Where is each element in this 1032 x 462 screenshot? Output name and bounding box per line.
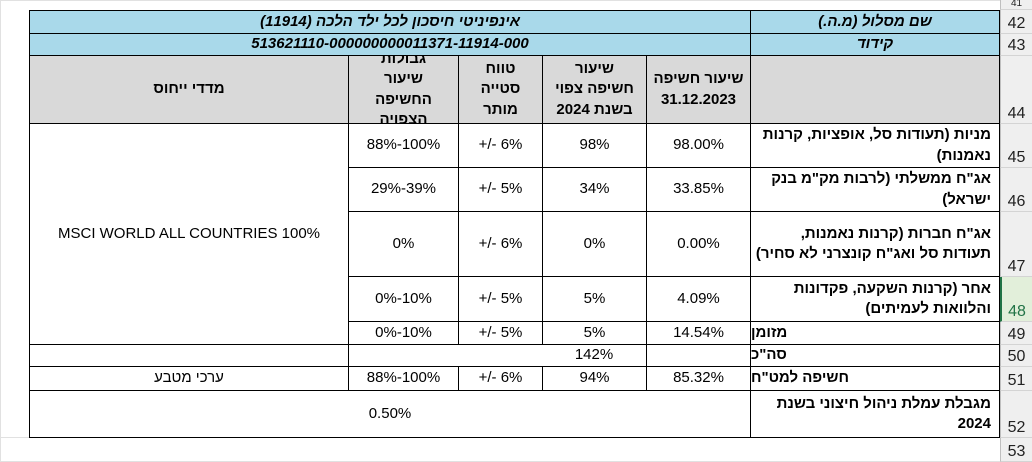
fx-expected-cell[interactable]: 94% [542,367,646,391]
fee-value-cell[interactable]: 0.50% [29,391,750,438]
row-header-49[interactable]: 49 [1000,322,1032,345]
fx-deviation-cell[interactable]: +/- 6% [458,367,542,391]
header-label-blank[interactable] [750,56,1000,124]
header-benchmark[interactable]: מדדי ייחוס [29,56,348,124]
row-header-51[interactable]: 51 [1000,367,1032,391]
total-benchmark-cell[interactable] [29,345,348,367]
fx-label-cell[interactable]: חשיפה למט"ח [750,367,1000,391]
total-limits-cell[interactable] [348,345,458,367]
total-label-cell[interactable]: סה"כ [750,345,1000,367]
expected-cell[interactable]: 5% [542,277,646,322]
row-header-46[interactable]: 46 [1000,168,1032,212]
deviation-cell[interactable]: +/- 5% [458,322,542,345]
expected-cell[interactable]: 34% [542,168,646,212]
exposure-cell[interactable]: 98.00% [646,124,750,168]
limits-cell[interactable]: 0% [348,212,458,277]
exposure-cell[interactable]: 14.54% [646,322,750,345]
total-exposure-cell[interactable] [646,345,750,367]
row-header-41[interactable]: 41 [1000,0,1032,10]
row-label-cell[interactable]: מניות (תעודות סל, אופציות, קרנות נאמנות) [750,124,1000,168]
row-header-52[interactable]: 52 [1000,391,1032,438]
fx-exposure-cell[interactable]: 85.32% [646,367,750,391]
row-header-47[interactable]: 47 [1000,212,1032,277]
header-limits[interactable]: גבולות שיעור החשיפה הצפויה [348,56,458,124]
limits-cell[interactable]: 29%-39% [348,168,458,212]
exposure-cell[interactable]: 0.00% [646,212,750,277]
fx-limits-cell[interactable]: 88%-100% [348,367,458,391]
row-label-cell[interactable]: אג"ח ממשלתי (לרבות מק"מ בנק ישראל) [750,168,1000,212]
benchmark-main-cell[interactable]: MSCI WORLD ALL COUNTRIES 100% [29,124,348,345]
header-expected-2024[interactable]: שיעור חשיפה צפוי בשנת 2024 [542,56,646,124]
track-label-cell[interactable]: שם מסלול (מ.ה.) [750,10,1000,34]
row-header-53[interactable]: 53 [1000,438,1032,462]
deviation-cell[interactable]: +/- 5% [458,277,542,322]
exposure-cell[interactable]: 4.09% [646,277,750,322]
row-header-50[interactable]: 50 [1000,345,1032,367]
total-deviation-cell[interactable] [458,345,542,367]
code-value-cell[interactable]: 513621110-000000000011371-11914-000 [29,34,750,56]
code-label-cell[interactable]: קידוד [750,34,1000,56]
row-label-cell[interactable]: מזומן [750,322,1000,345]
total-expected-cell[interactable]: 142% [542,345,646,367]
row-header-45[interactable]: 45 [1000,124,1032,168]
deviation-cell[interactable]: +/- 5% [458,168,542,212]
track-value-cell[interactable]: אינפיניטי חיסכון לכל ילד הלכה (11914) [29,10,750,34]
fee-label-cell[interactable]: מגבלת עמלת ניהול חיצוני בשנת 2024 [750,391,1000,438]
limits-cell[interactable]: 88%-100% [348,124,458,168]
header-exposure-2023[interactable]: שיעור חשיפה 31.12.2023 [646,56,750,124]
row-label-cell[interactable]: אג"ח חברות (קרנות נאמנות, תעודות סל ואג"… [750,212,1000,277]
row-label-cell[interactable]: אחר (קרנות השקעה, פקדונות והלוואות לעמית… [750,277,1000,322]
expected-cell[interactable]: 0% [542,212,646,277]
row-header-42[interactable]: 42 [1000,10,1032,34]
header-deviation[interactable]: טווח סטייה מותר [458,56,542,124]
expected-cell[interactable]: 5% [542,322,646,345]
row-header-44[interactable]: 44 [1000,56,1032,124]
row-header-48[interactable]: 48 [1000,277,1032,322]
limits-cell[interactable]: 0%-10% [348,322,458,345]
expected-cell[interactable]: 98% [542,124,646,168]
deviation-cell[interactable]: +/- 6% [458,124,542,168]
deviation-cell[interactable]: +/- 6% [458,212,542,277]
row-header-43[interactable]: 43 [1000,34,1032,56]
limits-cell[interactable]: 0%-10% [348,277,458,322]
fx-benchmark-cell[interactable]: ערכי מטבע [29,367,348,391]
exposure-cell[interactable]: 33.85% [646,168,750,212]
